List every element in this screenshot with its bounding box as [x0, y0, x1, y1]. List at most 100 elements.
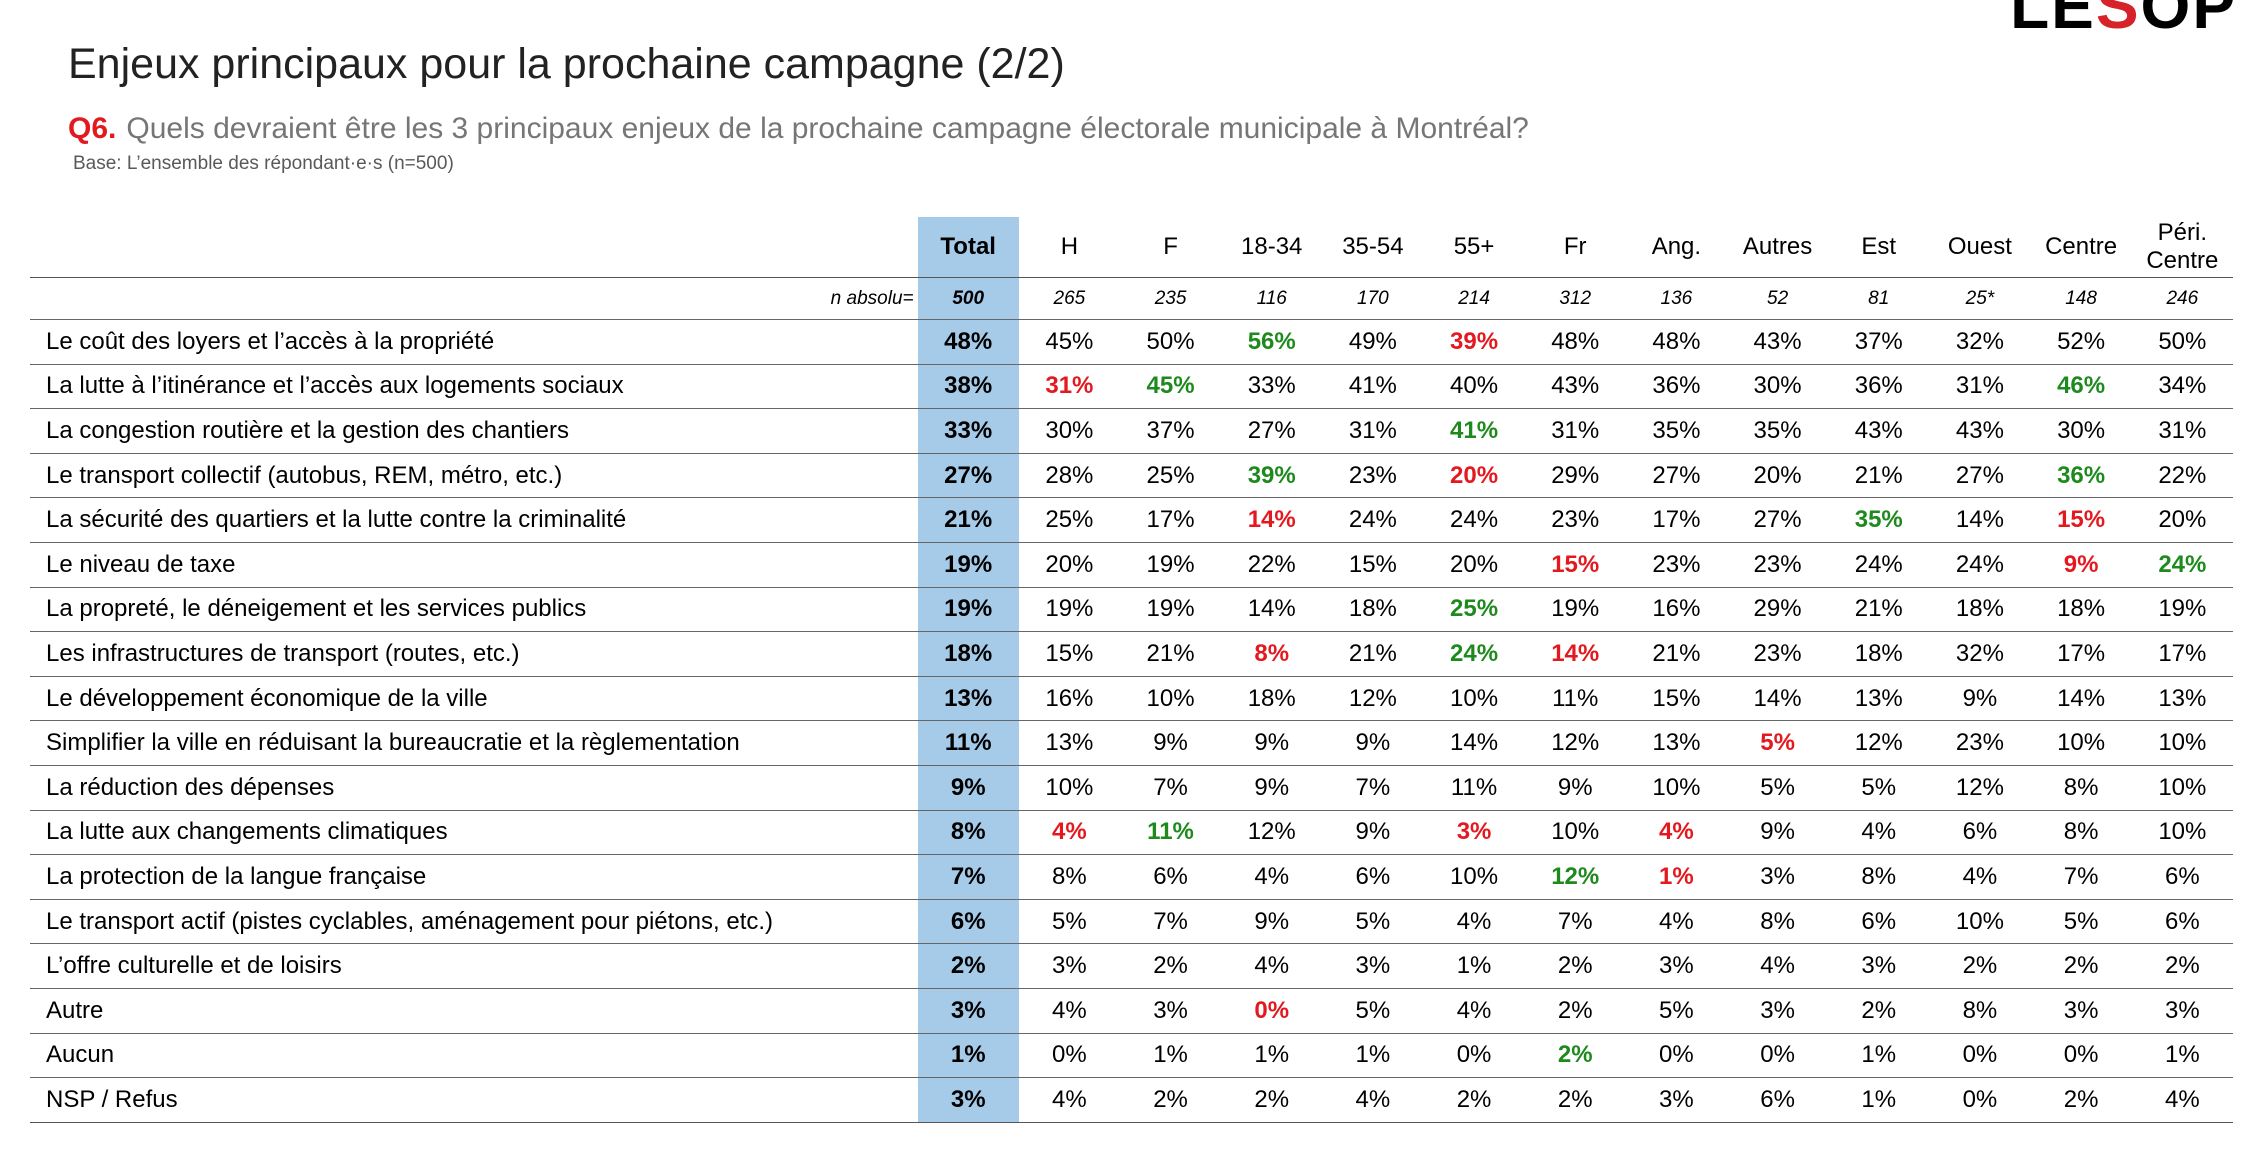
value-cell: 23% — [1726, 542, 1829, 588]
value-cell: 4% — [1322, 1077, 1424, 1123]
value-cell: 8% — [1018, 854, 1120, 900]
value-cell: 24% — [2131, 542, 2233, 588]
value-cell: 20% — [2131, 497, 2233, 543]
value-cell: 13% — [1018, 720, 1120, 766]
value-cell: 1% — [2131, 1033, 2233, 1079]
value-cell: 33% — [1221, 364, 1323, 410]
value-cell: 4% — [1726, 943, 1829, 989]
value-cell: 24% — [1423, 497, 1525, 543]
column-header: 35-54 — [1322, 217, 1424, 278]
value-cell: 8% — [1929, 988, 2031, 1034]
value-cell: 2% — [1524, 943, 1626, 989]
total-cell: 2% — [917, 943, 1019, 989]
value-cell: 21% — [1828, 587, 1930, 633]
sample-size-value: 81 — [1828, 277, 1930, 320]
row-label: Simplifier la ville en réduisant la bure… — [30, 720, 918, 766]
value-cell: 22% — [1221, 542, 1323, 588]
sample-size-value: 116 — [1221, 277, 1323, 320]
value-cell: 21% — [1828, 453, 1930, 499]
value-cell: 27% — [1929, 453, 2031, 499]
value-cell: 1% — [1322, 1033, 1424, 1079]
value-cell: 48% — [1625, 319, 1727, 365]
value-cell: 10% — [2131, 720, 2233, 766]
sample-size-value: 246 — [2131, 277, 2233, 320]
question-number: Q6. — [68, 112, 117, 145]
value-cell: 19% — [1018, 587, 1120, 633]
value-cell: 2% — [1828, 988, 1930, 1034]
value-cell: 23% — [1726, 631, 1829, 677]
table-row: Les infrastructures de transport (routes… — [30, 631, 2233, 677]
value-cell: 25% — [1119, 453, 1222, 499]
value-cell: 39% — [1221, 453, 1323, 499]
value-cell: 9% — [1221, 899, 1323, 945]
value-cell: 3% — [1625, 943, 1727, 989]
value-cell: 50% — [1119, 319, 1222, 365]
total-cell: 18% — [917, 631, 1019, 677]
value-cell: 14% — [1221, 497, 1323, 543]
value-cell: 9% — [1221, 765, 1323, 811]
value-cell: 37% — [1828, 319, 1930, 365]
value-cell: 0% — [1221, 988, 1323, 1034]
value-cell: 17% — [1625, 497, 1727, 543]
sample-size-row: n absolu= 500 265 235 116 170 214 312 136 52 81 25… — [30, 277, 2233, 320]
value-cell: 14% — [1929, 497, 2031, 543]
value-cell: 35% — [1828, 497, 1930, 543]
value-cell: 9% — [1322, 720, 1424, 766]
value-cell: 9% — [1221, 720, 1323, 766]
value-cell: 24% — [1929, 542, 2031, 588]
value-cell: 35% — [1625, 408, 1727, 454]
value-cell: 12% — [1322, 676, 1424, 722]
value-cell: 11% — [1524, 676, 1626, 722]
table-header-row: Total H F 18-34 35-54 55+ Fr Ang. Autres Est Ouest… — [30, 217, 2233, 278]
table-row: La protection de la langue française 7% 8%… — [30, 854, 2233, 900]
value-cell: 48% — [1524, 319, 1626, 365]
value-cell: 10% — [2131, 810, 2233, 856]
value-cell: 9% — [1726, 810, 1829, 856]
value-cell: 4% — [1625, 810, 1727, 856]
row-label: Le transport collectif (autobus, REM, mé… — [30, 453, 918, 499]
value-cell: 7% — [1119, 899, 1222, 945]
value-cell: 4% — [1018, 810, 1120, 856]
value-cell: 4% — [2131, 1077, 2233, 1123]
row-label: La lutte aux changements climatiques — [30, 810, 918, 856]
column-header: H — [1018, 217, 1120, 278]
value-cell: 27% — [1625, 453, 1727, 499]
table-row: Le niveau de taxe 19% 20% 19% 22% 15% 20% 15% 23… — [30, 542, 2233, 588]
value-cell: 29% — [1726, 587, 1829, 633]
sample-size-value: 214 — [1423, 277, 1525, 320]
value-cell: 6% — [1929, 810, 2031, 856]
total-cell: 19% — [917, 587, 1019, 633]
brand-logo: LESOP — [2010, 0, 2237, 42]
value-cell: 0% — [1423, 1033, 1525, 1079]
total-cell: 33% — [917, 408, 1019, 454]
row-label: La congestion routière et la gestion des… — [30, 408, 918, 454]
value-cell: 12% — [1524, 720, 1626, 766]
row-label: L’offre culturelle et de loisirs — [30, 943, 918, 989]
total-cell: 3% — [917, 1077, 1019, 1123]
value-cell: 32% — [1929, 631, 2031, 677]
value-cell: 4% — [1221, 854, 1323, 900]
value-cell: 1% — [1828, 1033, 1930, 1079]
total-cell: 19% — [917, 542, 1019, 588]
value-cell: 27% — [1726, 497, 1829, 543]
column-header: Centre — [2030, 217, 2132, 278]
value-cell: 0% — [1726, 1033, 1829, 1079]
value-cell: 8% — [1726, 899, 1829, 945]
value-cell: 15% — [1625, 676, 1727, 722]
value-cell: 25% — [1423, 587, 1525, 633]
sample-size-value: 500 — [917, 277, 1019, 320]
sample-size-value: 170 — [1322, 277, 1424, 320]
value-cell: 6% — [2131, 854, 2233, 900]
value-cell: 21% — [1322, 631, 1424, 677]
value-cell: 18% — [1929, 587, 2031, 633]
value-cell: 3% — [1726, 854, 1829, 900]
value-cell: 4% — [1625, 899, 1727, 945]
value-cell: 25% — [1018, 497, 1120, 543]
total-cell: 9% — [917, 765, 1019, 811]
value-cell: 19% — [2131, 587, 2233, 633]
value-cell: 29% — [1524, 453, 1626, 499]
row-label: NSP / Refus — [30, 1077, 918, 1123]
table-row: Aucun 1% 0% 1% 1% 1% 0% 2% 0% 0% 1% 0% 0% 1% — [30, 1033, 2233, 1079]
value-cell: 23% — [1625, 542, 1727, 588]
value-cell: 6% — [2131, 899, 2233, 945]
